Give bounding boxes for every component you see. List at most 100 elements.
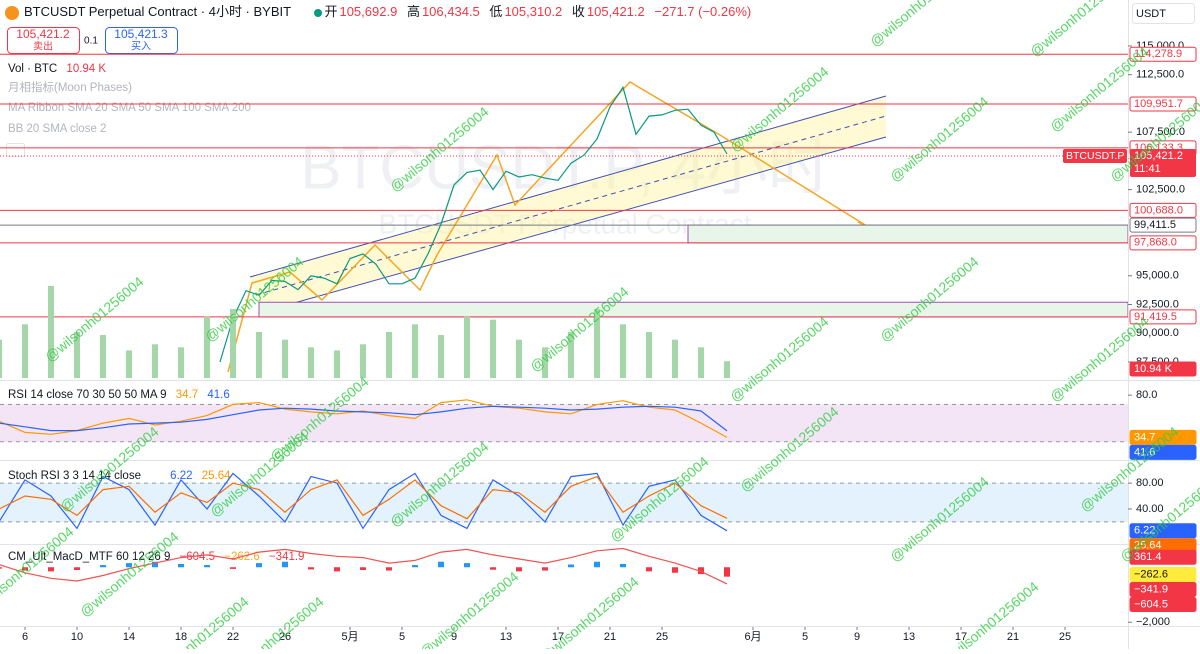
volume-bar bbox=[360, 344, 366, 378]
volume-bar bbox=[0, 339, 2, 378]
stoch-k-value: 6.22 bbox=[170, 470, 192, 482]
bb-legend[interactable]: BB 20 SMA close 2 bbox=[8, 123, 106, 135]
y-tick-label: 107,500.0 bbox=[1136, 126, 1185, 138]
x-tick-label: 13 bbox=[500, 631, 512, 643]
wave-line bbox=[227, 81, 871, 373]
volume-bar bbox=[100, 335, 106, 378]
collapse-legend[interactable] bbox=[6, 143, 25, 157]
x-tick-label: 21 bbox=[604, 631, 616, 643]
coin-icon bbox=[5, 6, 19, 20]
moon-legend[interactable]: 月相指标(Moon Phases) bbox=[8, 80, 132, 94]
last-price-bg bbox=[1130, 149, 1196, 178]
x-tick-label: 17 bbox=[552, 631, 564, 643]
histogram-bar bbox=[516, 567, 522, 572]
volume-bar bbox=[438, 335, 444, 378]
axis-label-bg bbox=[1129, 46, 1197, 62]
histogram-bar bbox=[438, 561, 444, 568]
x-tick-label: 10 bbox=[71, 631, 83, 643]
ohlc-value: 105,310.2 bbox=[504, 4, 562, 19]
histogram-bar bbox=[256, 563, 262, 568]
axis-label-bg bbox=[1129, 596, 1197, 612]
axis-label: 97,868.0 bbox=[1134, 237, 1177, 249]
volume-bar bbox=[334, 350, 340, 378]
stoch-title[interactable]: Stoch RSI 3 3 14 14 close bbox=[8, 470, 141, 482]
volume-bar bbox=[74, 332, 80, 378]
sell-price[interactable]: 105,421.2 bbox=[16, 27, 70, 41]
histogram-bar bbox=[0, 567, 2, 569]
channel-top bbox=[249, 95, 887, 278]
volume-bar bbox=[48, 286, 54, 378]
histogram-bar bbox=[126, 563, 132, 568]
ma-legend[interactable]: MA Ribbon SMA 20 SMA 50 SMA 100 SMA 200 bbox=[8, 102, 251, 114]
sell-frame[interactable] bbox=[7, 27, 80, 54]
ohlc-key: 收 bbox=[572, 4, 585, 19]
x-tick-label: 5 bbox=[399, 631, 405, 643]
rsi-legend[interactable]: RSI 14 close 70 30 50 50 MA 9 34.7 41.6 bbox=[8, 389, 230, 401]
buy-frame[interactable] bbox=[105, 27, 178, 54]
volume-bar bbox=[282, 339, 288, 378]
series-line bbox=[0, 475, 728, 520]
sell-label[interactable]: 卖出 bbox=[33, 40, 53, 53]
axis-label: 100,688.0 bbox=[1134, 204, 1183, 216]
zone bbox=[687, 224, 1128, 244]
axis-label-bg bbox=[1129, 566, 1197, 582]
stoch-d-value: 25.64 bbox=[202, 470, 231, 482]
axis-label: 6.22 bbox=[1134, 525, 1155, 537]
currency[interactable]: USDT bbox=[1136, 8, 1166, 20]
plot-area bbox=[0, 53, 1128, 585]
axis-label: 109,951.7 bbox=[1134, 98, 1183, 110]
axis-label-bg bbox=[1129, 549, 1197, 565]
series-line bbox=[0, 472, 728, 532]
axis-label: 91,419.5 bbox=[1134, 311, 1177, 323]
y-tick-label: 92,500.0 bbox=[1136, 298, 1179, 310]
axis-label: 10.94 K bbox=[1134, 363, 1173, 375]
volume-bar bbox=[178, 347, 184, 378]
volume-bar bbox=[698, 347, 704, 378]
macd-title[interactable]: CM_Ult_MacD_MTF 60 12 26 9 bbox=[8, 551, 170, 563]
axis-label-bg bbox=[1129, 235, 1197, 251]
volume-bar bbox=[516, 339, 522, 378]
volume-bar bbox=[620, 324, 626, 378]
histogram-bar bbox=[48, 567, 54, 572]
volume-bar bbox=[152, 344, 158, 378]
histogram-bar bbox=[568, 564, 574, 568]
band bbox=[0, 404, 1128, 442]
volume-bar bbox=[308, 347, 314, 378]
axis-label-bg bbox=[1129, 96, 1197, 112]
volume-bar bbox=[672, 339, 678, 378]
order-quantity[interactable]: 0.1 bbox=[84, 36, 98, 47]
buy-label[interactable]: 买入 bbox=[131, 41, 151, 53]
series-line bbox=[0, 399, 728, 438]
buy-button[interactable]: 105,421.3 买入 bbox=[105, 27, 178, 54]
volume-legend[interactable]: Vol · BTC 10.94 K bbox=[8, 63, 106, 75]
volume-title[interactable]: Vol · BTC bbox=[8, 63, 57, 75]
rsi-title[interactable]: RSI 14 close 70 30 50 50 MA 9 bbox=[8, 389, 167, 401]
y-tick-label: 102,500.0 bbox=[1136, 184, 1185, 196]
x-tick-label: 13 bbox=[903, 631, 915, 643]
histogram-bar bbox=[282, 561, 288, 568]
rsi-ma-value: 41.6 bbox=[207, 389, 229, 401]
volume-bar bbox=[542, 347, 548, 378]
ohlc-key: 高 bbox=[407, 4, 420, 19]
currency-select[interactable] bbox=[1132, 3, 1195, 24]
histogram-bar bbox=[464, 563, 470, 568]
volume-bar bbox=[464, 316, 470, 378]
axis-label-bg bbox=[1129, 217, 1197, 233]
symbol-tag: BTCUSDT.P bbox=[1066, 150, 1124, 162]
histogram-bar bbox=[542, 567, 548, 571]
volume-bar bbox=[646, 332, 652, 378]
buy-price[interactable]: 105,421.3 bbox=[114, 27, 168, 41]
axis-label: 99,411.5 bbox=[1134, 219, 1176, 231]
volume-bar bbox=[568, 332, 574, 378]
series-line bbox=[0, 405, 728, 432]
sell-button[interactable]: 105,421.2 卖出 bbox=[7, 27, 80, 54]
axis-label: −262.6 bbox=[1134, 568, 1168, 580]
volume-bar bbox=[724, 361, 730, 378]
axis-label-bg bbox=[1129, 581, 1197, 597]
axis-label: 34.7 bbox=[1134, 431, 1155, 443]
axis-label: −341.9 bbox=[1134, 583, 1168, 595]
axis-label-bg bbox=[1129, 202, 1197, 218]
x-tick-label: 9 bbox=[854, 631, 860, 643]
series-line bbox=[219, 85, 728, 363]
volume-bar bbox=[126, 350, 132, 378]
